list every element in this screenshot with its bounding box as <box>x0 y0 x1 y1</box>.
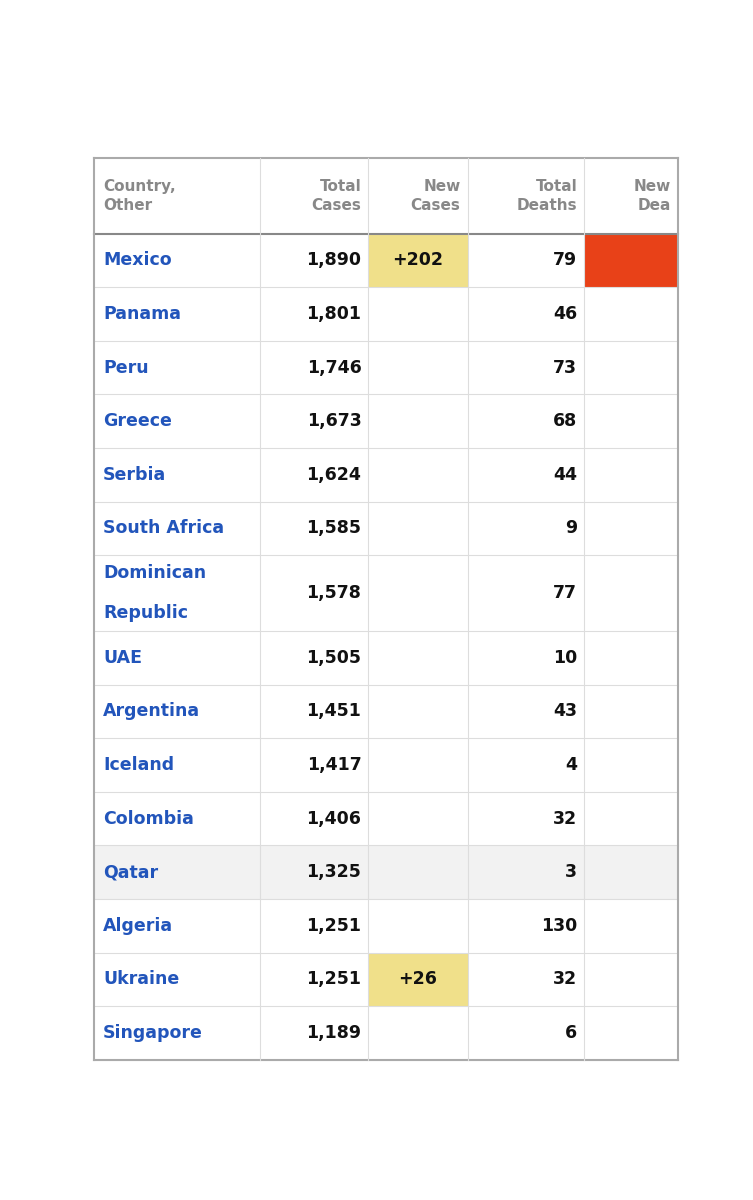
Bar <box>368 953 468 1006</box>
Text: New
Dea: New Dea <box>633 179 671 212</box>
Text: Ukraine: Ukraine <box>103 971 179 989</box>
Bar <box>94 341 678 395</box>
Bar <box>94 448 678 502</box>
Text: Panama: Panama <box>103 305 181 323</box>
Text: 1,251: 1,251 <box>306 971 361 989</box>
Text: 1,505: 1,505 <box>306 649 361 667</box>
Text: Greece: Greece <box>103 413 172 431</box>
Bar <box>94 738 678 792</box>
Text: Argentina: Argentina <box>103 702 200 720</box>
Text: 1,673: 1,673 <box>306 413 361 431</box>
Text: 1,585: 1,585 <box>306 520 361 538</box>
Text: UAE: UAE <box>103 649 142 667</box>
Text: Singapore: Singapore <box>103 1024 203 1042</box>
Bar <box>94 234 678 287</box>
Text: 1,890: 1,890 <box>306 252 361 270</box>
Text: Iceland: Iceland <box>103 756 174 774</box>
Text: 1,746: 1,746 <box>306 359 361 377</box>
Text: 4: 4 <box>566 756 578 774</box>
Bar <box>94 287 678 341</box>
Text: 79: 79 <box>553 252 578 270</box>
Text: New
Cases: New Cases <box>410 179 461 212</box>
Text: South Africa: South Africa <box>103 520 224 538</box>
Bar <box>94 899 678 953</box>
Text: 73: 73 <box>553 359 578 377</box>
Bar <box>94 631 678 684</box>
Bar <box>584 234 678 287</box>
Bar <box>94 953 678 1006</box>
Bar <box>94 395 678 448</box>
Text: 1,451: 1,451 <box>306 702 361 720</box>
Text: 1,417: 1,417 <box>306 756 361 774</box>
Bar <box>94 684 678 738</box>
Text: 68: 68 <box>553 413 578 431</box>
Text: Algeria: Algeria <box>103 917 173 935</box>
Text: Republic: Republic <box>103 605 188 623</box>
Text: 1,578: 1,578 <box>306 584 361 602</box>
Text: Mexico: Mexico <box>103 252 172 270</box>
Text: 130: 130 <box>541 917 578 935</box>
Text: 1,801: 1,801 <box>306 305 361 323</box>
Text: 32: 32 <box>553 971 578 989</box>
Text: 1,325: 1,325 <box>306 863 361 881</box>
Text: Serbia: Serbia <box>103 466 166 484</box>
Text: 1,251: 1,251 <box>306 917 361 935</box>
Text: 10: 10 <box>553 649 578 667</box>
Text: Country,
Other: Country, Other <box>103 179 175 212</box>
Text: 77: 77 <box>553 584 578 602</box>
Text: 32: 32 <box>553 810 578 828</box>
Text: 6: 6 <box>566 1024 578 1042</box>
Text: 3: 3 <box>566 863 578 881</box>
Bar <box>94 1006 678 1060</box>
Text: Colombia: Colombia <box>103 810 194 828</box>
Text: 1,406: 1,406 <box>306 810 361 828</box>
Text: +202: +202 <box>392 252 444 270</box>
Text: 46: 46 <box>553 305 578 323</box>
Bar <box>368 234 468 287</box>
Text: 1,189: 1,189 <box>306 1024 361 1042</box>
Text: +26: +26 <box>398 971 437 989</box>
Bar <box>94 502 678 556</box>
Text: Qatar: Qatar <box>103 863 158 881</box>
Text: 43: 43 <box>553 702 578 720</box>
Text: Total
Cases: Total Cases <box>312 179 361 212</box>
Bar <box>94 556 678 631</box>
Text: 9: 9 <box>566 520 578 538</box>
Bar <box>94 792 678 845</box>
Text: 44: 44 <box>553 466 578 484</box>
Text: 1,624: 1,624 <box>306 466 361 484</box>
Text: Total
Deaths: Total Deaths <box>517 179 578 212</box>
Text: Peru: Peru <box>103 359 148 377</box>
Bar <box>94 158 678 234</box>
Bar <box>94 845 678 899</box>
Text: Dominican: Dominican <box>103 564 206 582</box>
